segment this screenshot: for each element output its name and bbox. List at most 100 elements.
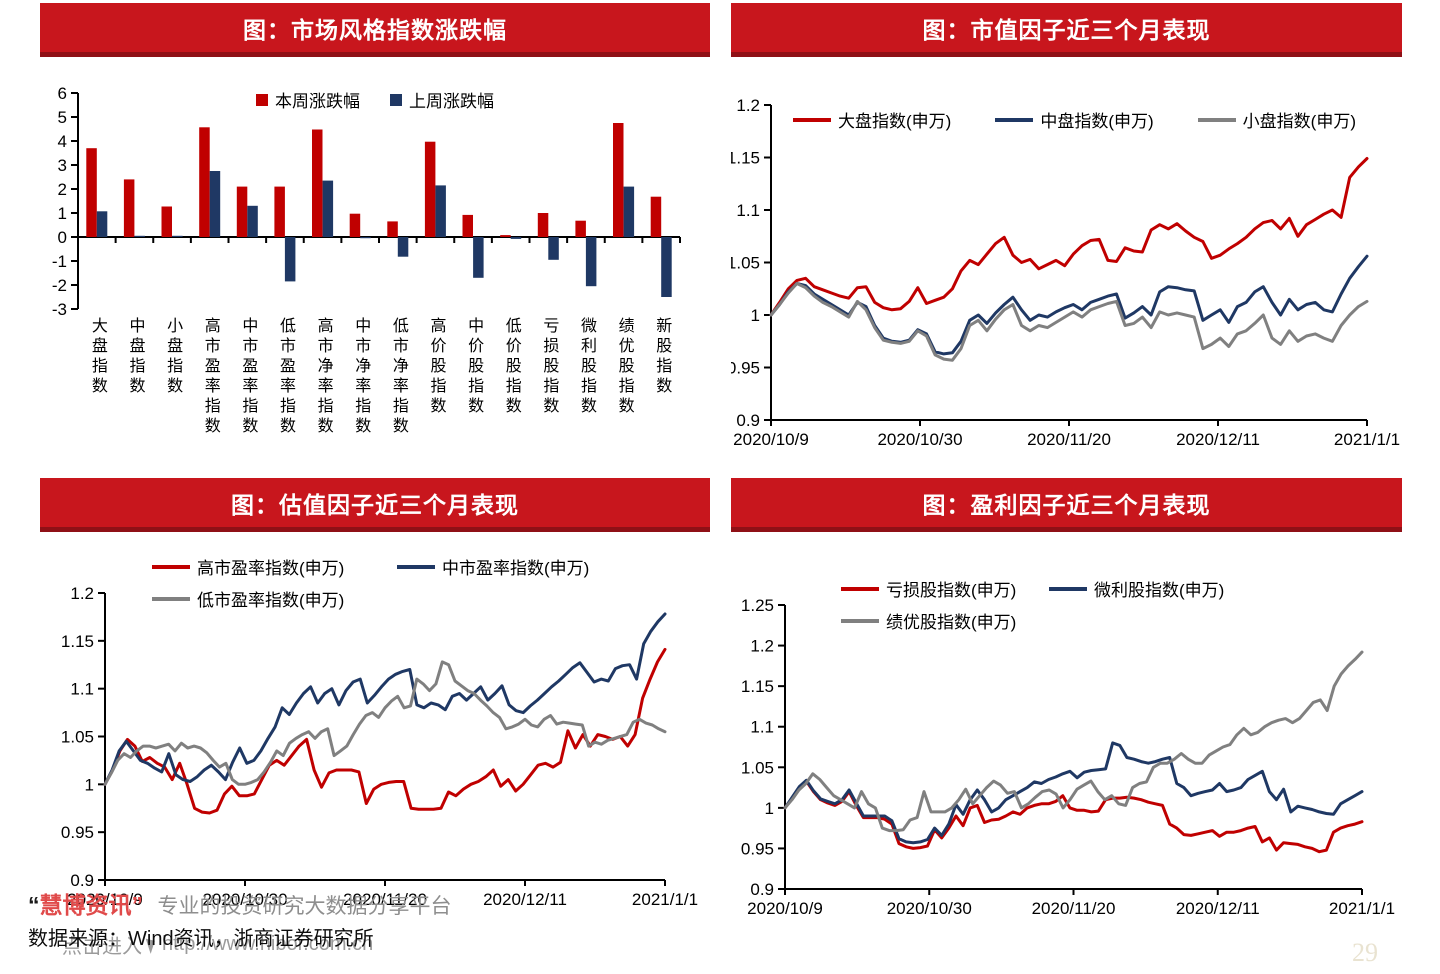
legend-item: 中盘指数(申万) (995, 107, 1154, 132)
svg-text:2020/12/11: 2020/12/11 (1176, 899, 1260, 918)
svg-text:2021/1/1: 2021/1/1 (1329, 899, 1395, 918)
svg-text:0: 0 (58, 228, 67, 247)
market-style-bar-chart: 6 5 4 3 2 1 0 -1 -2 -3 (40, 84, 710, 319)
legend-row: 大盘指数(申万) 中盘指数(申万) 小盘指数(申万) (793, 107, 1356, 132)
chart4-title-banner: 图：盈利因子近三个月表现 (731, 478, 1402, 532)
bar-series-0 (86, 123, 662, 237)
datasource-note: 数据来源：Wind资讯，浙商证券研究所 (28, 928, 374, 950)
chart1-title-banner: 图：市场风格指数涨跌幅 (40, 3, 710, 57)
legend-item: 绩优股指数(申万) (841, 608, 1049, 633)
chart2-title-banner: 图：市值因子近三个月表现 (731, 3, 1402, 57)
bar-category-label: 中市净率指数 (352, 317, 370, 437)
svg-text:2020/10/30: 2020/10/30 (877, 430, 962, 449)
bar-category-label: 高价股指数 (427, 317, 445, 417)
svg-text:0.95: 0.95 (61, 823, 94, 842)
legend-swatch-icon (152, 596, 190, 601)
legend-label: 亏损股指数(申万) (886, 581, 1017, 600)
bar-category-cell: 中价股指数 (454, 317, 492, 467)
svg-text:1: 1 (765, 799, 774, 818)
legend-item: 微利股指数(申万) (1049, 576, 1224, 601)
chart4-title: 图：盈利因子近三个月表现 (922, 491, 1211, 518)
open-quote: “ (28, 892, 40, 918)
legend-label: 绩优股指数(申万) (886, 613, 1017, 632)
legend-item: 亏损股指数(申万) (841, 576, 1049, 601)
chart1-title: 图：市场风格指数涨跌幅 (243, 16, 507, 43)
bar-category-cell: 高市净率指数 (304, 317, 342, 467)
bar-category-label: 低市盈率指数 (276, 317, 294, 437)
close-quote: ” (131, 892, 144, 918)
svg-text:1.2: 1.2 (736, 96, 760, 115)
chart2-legend: 大盘指数(申万) 中盘指数(申万) 小盘指数(申万) (793, 107, 1356, 132)
hibor-slogan-watermark: 专业的投资研究大数据分享平台 (157, 895, 452, 918)
svg-text:0.9: 0.9 (736, 411, 760, 430)
legend-label: 上周涨跌幅 (409, 92, 494, 111)
svg-text:2020/10/9: 2020/10/9 (733, 430, 809, 449)
bar-series-1 (96, 171, 672, 297)
svg-text:-3: -3 (52, 300, 67, 317)
bar-category-cell: 高市盈率指数 (191, 317, 229, 467)
series-line-0 (103, 647, 667, 815)
legend-swatch-icon (995, 117, 1034, 122)
chart4-legend: 亏损股指数(申万) 微利股指数(申万) 绩优股指数(申万) (841, 576, 1224, 640)
legend-row: 低市盈率指数(申万) (152, 586, 589, 611)
series-line-1 (103, 612, 667, 786)
legend-swatch-icon (1049, 586, 1087, 591)
svg-text:-1: -1 (52, 252, 67, 271)
bar-category-label: 高市净率指数 (314, 317, 332, 437)
legend-label: 本周涨跌幅 (275, 92, 360, 111)
legend-item: 上周涨跌幅 (390, 87, 494, 112)
bar-category-label: 小盘指数 (164, 317, 182, 397)
bar-category-cell: 低市净率指数 (379, 317, 417, 467)
svg-text:1.15: 1.15 (731, 149, 760, 168)
svg-text:2020/10/9: 2020/10/9 (747, 899, 823, 918)
profit-factor-line-chart: 1.25 1.2 1.15 1.1 1.05 1 0.95 0.9 2020/10/9 2020/… (731, 596, 1402, 927)
svg-text:2020/10/30: 2020/10/30 (202, 890, 287, 909)
svg-text:0.9: 0.9 (70, 871, 94, 890)
svg-text:1.15: 1.15 (61, 632, 94, 651)
legend-swatch-icon (793, 117, 831, 122)
legend-swatch-icon (397, 564, 435, 569)
legend-label: 大盘指数(申万) (838, 112, 952, 131)
series-line-0 (783, 779, 1364, 854)
bar-category-cell: 低市盈率指数 (266, 317, 304, 467)
svg-text:1.1: 1.1 (750, 718, 774, 737)
axes: 6 5 4 3 2 1 0 -1 -2 -3 (52, 84, 681, 319)
watermark-link-line: 点击进入 http://www.hibor.com.cn (62, 930, 373, 959)
legend-row: 亏损股指数(申万) 微利股指数(申万) (841, 576, 1224, 601)
legend-item: 低市盈率指数(申万) (152, 586, 397, 611)
bar-category-cell: 微利股指数 (567, 317, 605, 467)
svg-text:2: 2 (58, 180, 67, 199)
legend-item: 本周涨跌幅 (256, 87, 360, 112)
svg-text:1: 1 (58, 204, 67, 223)
svg-text:1.15: 1.15 (741, 677, 774, 696)
bar-category-cell: 中市盈率指数 (229, 317, 267, 467)
chart3-title: 图：估值因子近三个月表现 (231, 491, 519, 518)
legend-label: 小盘指数(申万) (1242, 112, 1356, 131)
svg-text:2020/11/20: 2020/11/20 (1032, 899, 1116, 918)
legend-swatch-icon (1197, 117, 1236, 122)
bar-category-labels: 大盘指数 中盘指数 小盘指数 高市盈率指数 中市盈率指数 低市盈率指数 高市净率指数 中市净率… (78, 317, 680, 467)
series-line-1 (783, 741, 1364, 845)
panel-market-style: 图：市场风格指数涨跌幅 6 5 4 3 2 1 0 -1 -2 -3 本周涨跌幅 上周涨跌幅 大盘指… (40, 3, 710, 475)
svg-text:6: 6 (58, 85, 67, 103)
svg-text:1: 1 (751, 306, 760, 325)
legend-swatch-icon (841, 618, 879, 623)
series-line-2 (769, 282, 1369, 362)
bar-category-label: 亏损股指数 (540, 317, 558, 417)
series-line-2 (103, 660, 667, 786)
bar-category-cell: 中盘指数 (116, 317, 154, 467)
bar-category-label: 中市盈率指数 (239, 317, 257, 437)
panel-market-cap-factor: 图：市值因子近三个月表现 1.2 1.15 1.1 1.05 1 0.95 0.9 2020/… (727, 3, 1402, 475)
chart3-title-banner: 图：估值因子近三个月表现 (40, 478, 710, 532)
chart3-legend: 高市盈率指数(申万) 中市盈率指数(申万) 低市盈率指数(申万) (152, 554, 589, 618)
legend-label: 微利股指数(申万) (1094, 581, 1225, 600)
svg-text:1.2: 1.2 (750, 637, 774, 656)
svg-text:2021/1/1: 2021/1/1 (1334, 430, 1400, 449)
svg-text:2020/10/30: 2020/10/30 (887, 899, 972, 918)
